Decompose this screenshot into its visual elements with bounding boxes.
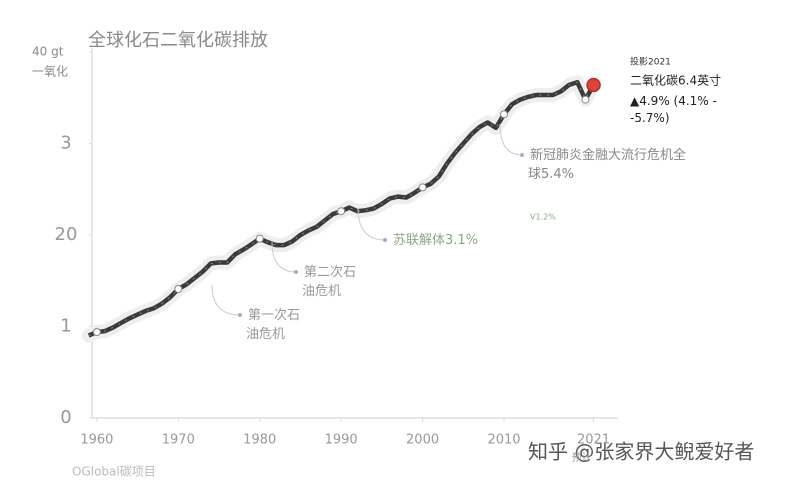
annotation-line: 第二次石	[304, 264, 356, 280]
point	[92, 327, 101, 336]
projection-value: 二氧化碳6.4英寸	[630, 74, 721, 88]
projection-change-line: ▲4.9% (4.1% -	[630, 94, 717, 108]
x-tick-label: 2010	[487, 433, 520, 448]
projection-change-line: -5.7%)	[630, 111, 670, 125]
y-tick-label: 20	[55, 224, 78, 245]
annotation: 第一次石油危机	[246, 307, 300, 342]
annotation-connector	[499, 123, 523, 156]
x-tick-label: 1990	[325, 433, 358, 448]
x-tick-label: 2021	[577, 433, 610, 448]
annotation: 苏联解体3.1%	[393, 232, 478, 248]
y-tick-label: 1	[60, 316, 71, 337]
chart-title: 全球化石二氧化碳排放	[88, 30, 268, 51]
point	[255, 234, 264, 243]
annotation-connector	[271, 241, 297, 273]
annotation-line: 球5.4%	[528, 167, 574, 182]
annotation-line: 苏联解体3.1%	[393, 232, 478, 248]
x-tick-label: 1960	[80, 433, 113, 448]
annotation: 新冠肺炎金融大流行危机全球5.4%	[528, 147, 686, 182]
annotation-connector	[357, 207, 386, 241]
x-tick-label: 1980	[243, 433, 276, 448]
annotation-dot	[383, 238, 387, 242]
projection-heading: 投影2021	[630, 56, 671, 68]
point	[174, 284, 183, 293]
point	[581, 95, 590, 104]
annotation-line: 新冠肺炎金融大流行危机全	[530, 147, 686, 163]
y-tick-label: 40 gt	[32, 45, 64, 59]
y-tick-label: 3	[60, 133, 71, 154]
annotation-dot	[238, 313, 242, 317]
point	[500, 110, 509, 119]
x-tick-label: 1970	[162, 433, 195, 448]
point	[418, 183, 427, 192]
annotation-line: 第一次石	[248, 307, 300, 323]
x-tick-label: 2000	[406, 433, 439, 448]
point	[337, 207, 346, 216]
annotation: V1.2%	[530, 213, 556, 222]
y-axis-label: 一氧化	[32, 65, 68, 79]
annotation-line: 油危机	[246, 327, 285, 342]
annotation-dot	[520, 153, 524, 157]
annotation-dot	[294, 270, 298, 274]
projection-change: ▲4.9% (4.1% - -5.7%)	[630, 94, 717, 125]
source: OGlobal碳项目	[72, 465, 156, 479]
y-tick-label: 0	[60, 407, 71, 428]
watermark: 知乎 @张家界大鲵爱好者	[528, 440, 754, 464]
projection-point	[586, 77, 601, 93]
annotation: 第二次石油危机	[302, 264, 356, 299]
annotation-line: 油危机	[302, 284, 341, 299]
annotation-connector	[211, 284, 241, 316]
x-tick-note: 预计	[572, 451, 592, 464]
